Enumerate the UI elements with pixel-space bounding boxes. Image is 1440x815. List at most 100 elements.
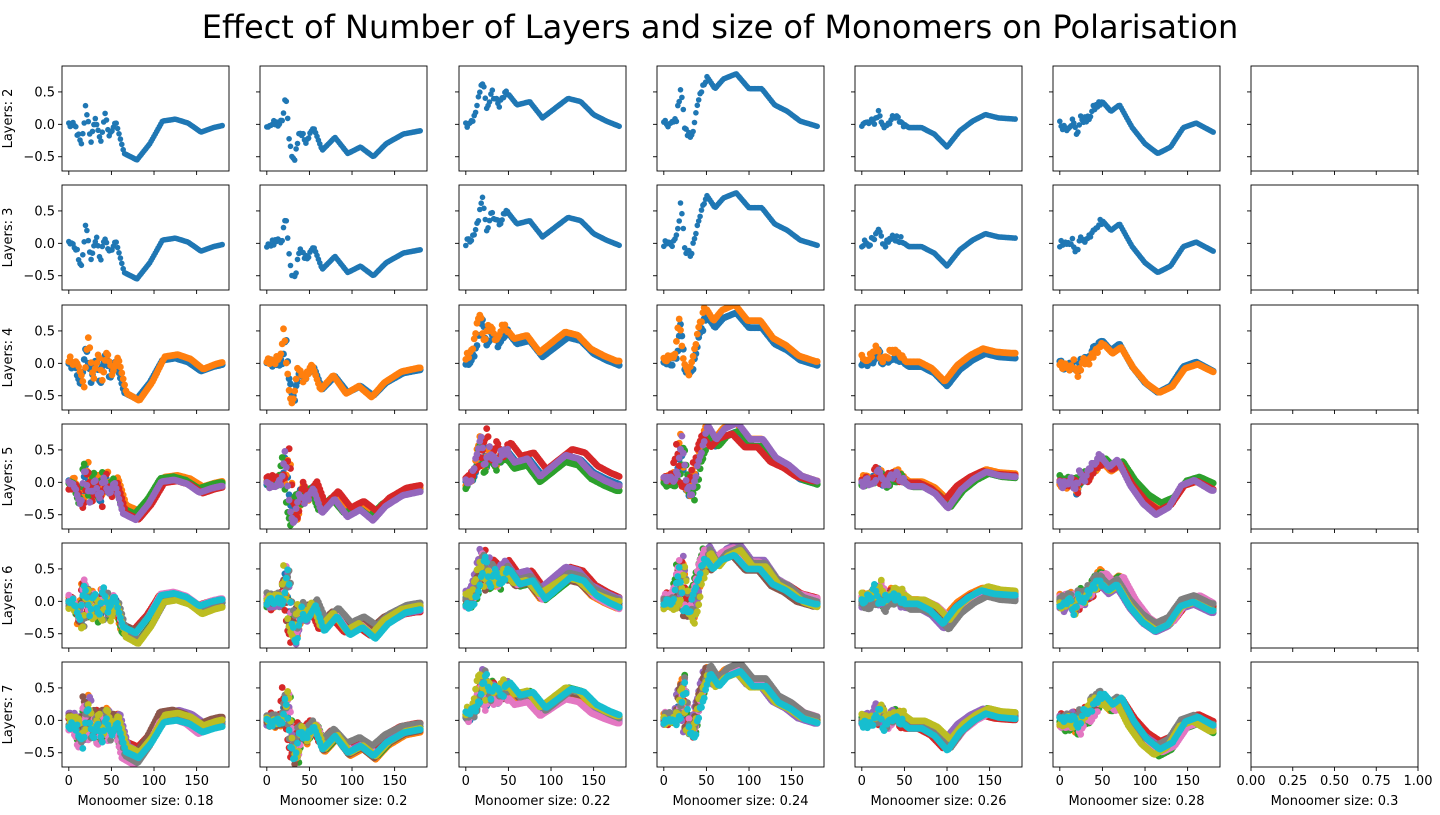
data-point bbox=[878, 233, 885, 239]
data-point bbox=[1085, 360, 1093, 368]
data-point bbox=[284, 482, 292, 490]
data-point bbox=[1074, 373, 1082, 380]
subplot-r2-c5 bbox=[851, 184, 1023, 294]
data-point bbox=[813, 358, 821, 365]
data-point bbox=[472, 330, 479, 337]
data-point bbox=[479, 444, 486, 452]
data-point bbox=[281, 448, 289, 455]
axes-frame bbox=[259, 304, 428, 411]
data-point bbox=[285, 491, 293, 499]
data-point bbox=[280, 224, 287, 231]
data-point bbox=[287, 508, 294, 516]
series-2 bbox=[65, 334, 226, 404]
axes-frame bbox=[656, 304, 825, 411]
data-point bbox=[1077, 366, 1085, 374]
data-point bbox=[697, 213, 703, 220]
data-point bbox=[499, 217, 505, 223]
data-point bbox=[469, 345, 477, 353]
series-group bbox=[660, 424, 821, 504]
series-1 bbox=[264, 217, 424, 280]
data-point bbox=[287, 143, 294, 150]
data-point bbox=[301, 482, 308, 490]
data-point bbox=[688, 250, 695, 257]
data-point bbox=[898, 234, 904, 240]
data-point bbox=[485, 225, 491, 231]
data-point bbox=[279, 117, 286, 124]
series-1 bbox=[264, 97, 424, 163]
data-point bbox=[693, 330, 701, 338]
data-point bbox=[111, 480, 119, 487]
data-point bbox=[88, 256, 94, 263]
subplot-r2-c2 bbox=[256, 184, 428, 294]
data-point bbox=[675, 462, 683, 470]
axes-frame bbox=[656, 65, 825, 172]
data-point bbox=[93, 121, 100, 128]
data-point bbox=[677, 200, 684, 206]
subplot-r1-c4 bbox=[653, 65, 825, 175]
data-point bbox=[277, 481, 285, 489]
data-point bbox=[82, 222, 89, 229]
data-point bbox=[677, 326, 684, 334]
data-point bbox=[474, 102, 480, 109]
data-point bbox=[89, 250, 96, 256]
series-2 bbox=[858, 342, 1019, 385]
data-point bbox=[693, 230, 699, 237]
figure-title: Effect of Number of Layers and size of M… bbox=[0, 8, 1440, 46]
series-1 bbox=[859, 226, 1018, 269]
data-point bbox=[101, 478, 109, 486]
data-point bbox=[690, 128, 696, 135]
series-group bbox=[1057, 99, 1216, 156]
data-point bbox=[669, 243, 675, 250]
data-point bbox=[477, 89, 483, 95]
data-point bbox=[814, 242, 820, 249]
series-1 bbox=[66, 102, 225, 163]
data-point bbox=[477, 314, 485, 322]
axes-frame bbox=[259, 65, 428, 172]
data-point bbox=[676, 218, 682, 224]
data-point bbox=[884, 354, 892, 362]
series-1 bbox=[463, 81, 622, 130]
axes-frame bbox=[458, 423, 627, 530]
data-point bbox=[675, 315, 683, 323]
series-1 bbox=[1057, 99, 1216, 156]
data-point bbox=[282, 463, 290, 471]
data-point bbox=[1070, 356, 1078, 363]
data-point bbox=[680, 106, 687, 113]
data-point bbox=[615, 482, 623, 490]
y-tick-label: −0.5 bbox=[23, 269, 55, 284]
data-point bbox=[484, 433, 492, 440]
data-point bbox=[486, 443, 493, 451]
data-point bbox=[695, 323, 703, 331]
data-point bbox=[115, 357, 123, 365]
axes-frame bbox=[458, 184, 627, 291]
series-1 bbox=[859, 107, 1018, 150]
data-point bbox=[80, 460, 88, 468]
subplot-r3-c4 bbox=[653, 304, 825, 414]
subplot-r3-c6 bbox=[1049, 304, 1221, 414]
axes-frame bbox=[1052, 65, 1221, 172]
data-point bbox=[1075, 246, 1081, 253]
subplot-r3-c2 bbox=[256, 304, 428, 414]
data-point bbox=[867, 242, 873, 248]
subplot-r2-c3 bbox=[455, 184, 627, 294]
axes-frame bbox=[1250, 184, 1419, 291]
data-point bbox=[1087, 234, 1094, 240]
axes-frame bbox=[1250, 304, 1419, 411]
data-point bbox=[292, 505, 300, 512]
series-1 bbox=[661, 190, 820, 259]
data-point bbox=[117, 136, 124, 142]
data-point bbox=[78, 497, 85, 504]
y-tick-label: 0.5 bbox=[34, 85, 55, 100]
data-point bbox=[1209, 368, 1217, 376]
data-point bbox=[871, 236, 878, 243]
data-point bbox=[78, 262, 85, 269]
data-point bbox=[481, 335, 489, 343]
series-2 bbox=[263, 325, 424, 407]
axes-frame bbox=[854, 304, 1023, 411]
data-point bbox=[690, 240, 696, 246]
data-point bbox=[218, 359, 226, 366]
axes-frame bbox=[61, 184, 230, 291]
data-point bbox=[417, 247, 424, 253]
